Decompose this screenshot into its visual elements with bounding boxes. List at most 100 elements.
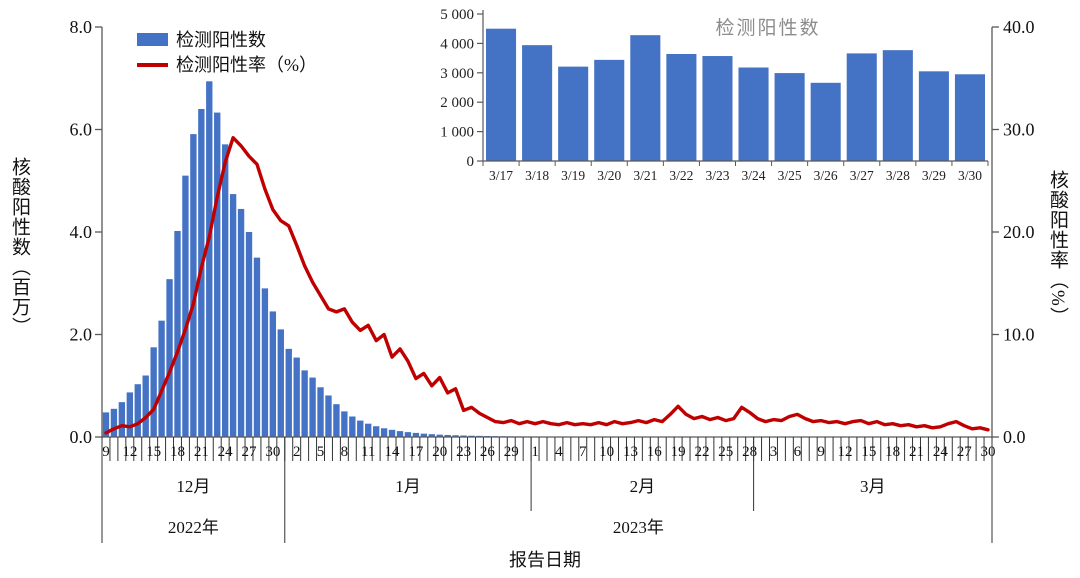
right-axis-tick-label: 30.0: [1003, 120, 1035, 140]
inset-x-tick-label: 3/23: [705, 168, 729, 183]
inset-x-tick-label: 3/27: [850, 168, 874, 183]
bar: [317, 387, 324, 437]
inset-x-tick-label: 3/18: [525, 168, 549, 183]
bar: [237, 208, 245, 437]
day-tick-label: 9: [817, 444, 825, 460]
x-axis-title: 报告日期: [509, 550, 581, 570]
inset-y-tick-label: 5 000: [440, 7, 474, 23]
inset-x-tick-label: 3/25: [778, 168, 802, 183]
inset-x-tick-label: 3/19: [561, 168, 585, 183]
left-axis-tick-label: 0.0: [70, 427, 93, 447]
inset-x-tick-label: 3/22: [669, 168, 693, 183]
day-tick-label: 24: [933, 444, 949, 460]
inset-x-tick-label: 3/20: [597, 168, 621, 183]
legend-line-swatch: [137, 62, 168, 67]
day-tick-label: 22: [694, 444, 709, 460]
left-axis-tick-label: 4.0: [70, 222, 93, 242]
bar: [182, 175, 189, 438]
bar: [174, 230, 181, 437]
month-label: 3月: [860, 477, 886, 496]
month-label: 1月: [395, 477, 421, 496]
day-tick-label: 18: [170, 444, 185, 460]
positivity-rate-line: [104, 135, 990, 435]
bar: [325, 395, 332, 437]
day-tick-label: 6: [794, 444, 802, 460]
day-tick-label: 3: [770, 444, 778, 460]
inset-bar: [774, 73, 805, 161]
day-tick-label: 12: [837, 444, 852, 460]
bar: [293, 357, 300, 437]
day-tick-label: 13: [623, 444, 638, 460]
inset-bar: [954, 74, 985, 161]
inset-y-tick-label: 1 000: [440, 125, 474, 141]
day-tick-label: 8: [341, 444, 349, 460]
bar: [404, 432, 412, 437]
bar: [333, 404, 340, 437]
bar: [277, 329, 284, 438]
day-tick-label: 1: [531, 444, 539, 460]
bar: [460, 435, 467, 437]
day-tick-label: 26: [480, 444, 496, 460]
month-label: 2月: [630, 477, 656, 496]
day-tick-label: 30: [981, 444, 996, 460]
right-axis-tick-label: 10.0: [1003, 325, 1035, 345]
legend: 检测阳性数 检测阳性率（%）: [137, 27, 317, 77]
bar: [301, 370, 308, 438]
day-tick-label: 4: [555, 444, 563, 460]
left-axis-tick-label: 8.0: [70, 17, 93, 37]
bar: [126, 392, 133, 437]
day-tick-label: 30: [265, 444, 280, 460]
left-axis-title: 核酸阳性数（百万）: [9, 157, 30, 337]
bar: [285, 348, 292, 437]
inset-y-tick-label: 0: [467, 154, 475, 170]
inset-bar: [738, 67, 769, 161]
day-tick-label: 15: [146, 444, 161, 460]
inset-bar: [558, 66, 589, 161]
bar: [229, 194, 237, 437]
inset-bar: [810, 82, 841, 161]
inset-x-tick-label: 3/29: [922, 168, 946, 183]
day-tick-label: 16: [647, 444, 663, 460]
right-axis-tick-label: 0.0: [1003, 427, 1026, 447]
day-tick-label: 27: [957, 444, 973, 460]
bar: [309, 377, 316, 437]
legend-bar-label: 检测阳性数: [176, 29, 266, 50]
right-axis-title: 核酸阳性率（%）: [1047, 169, 1068, 327]
year-label: 2023年: [613, 518, 664, 537]
inset-y-tick-label: 2 000: [440, 95, 474, 111]
legend-item-line: 检测阳性率（%）: [137, 52, 317, 77]
day-tick-label: 19: [671, 444, 686, 460]
bar: [150, 347, 157, 437]
inset-y-tick-label: 3 000: [440, 66, 474, 82]
bar: [134, 384, 141, 437]
bar: [444, 434, 451, 437]
day-tick-label: 14: [385, 444, 401, 460]
inset-x-tick-label: 3/28: [886, 168, 910, 183]
day-tick-label: 24: [218, 444, 234, 460]
day-tick-label: 7: [579, 444, 587, 460]
inset-bar: [846, 53, 877, 161]
day-tick-label: 23: [456, 444, 471, 460]
bar: [452, 435, 459, 437]
day-tick-label: 11: [361, 444, 375, 460]
day-tick-label: 25: [718, 444, 733, 460]
inset-bar: [918, 71, 949, 161]
inset-chart-title: 检测阳性数: [715, 18, 821, 39]
inset-bar: [702, 56, 733, 161]
inset-bar: [522, 45, 553, 161]
bar: [349, 416, 356, 437]
bar: [206, 81, 213, 437]
year-label: 2022年: [168, 518, 219, 537]
bar: [365, 423, 372, 437]
bar: [214, 112, 221, 437]
day-tick-label: 28: [742, 444, 757, 460]
inset-x-tick-label: 3/24: [742, 168, 766, 183]
left-axis-tick-label: 6.0: [70, 120, 93, 140]
bar: [245, 232, 253, 437]
inset-x-tick-label: 3/21: [633, 168, 657, 183]
bar: [142, 375, 149, 437]
day-tick-label: 18: [885, 444, 900, 460]
bar: [380, 428, 388, 437]
day-tick-label: 5: [317, 444, 325, 460]
day-tick-label: 21: [909, 444, 924, 460]
